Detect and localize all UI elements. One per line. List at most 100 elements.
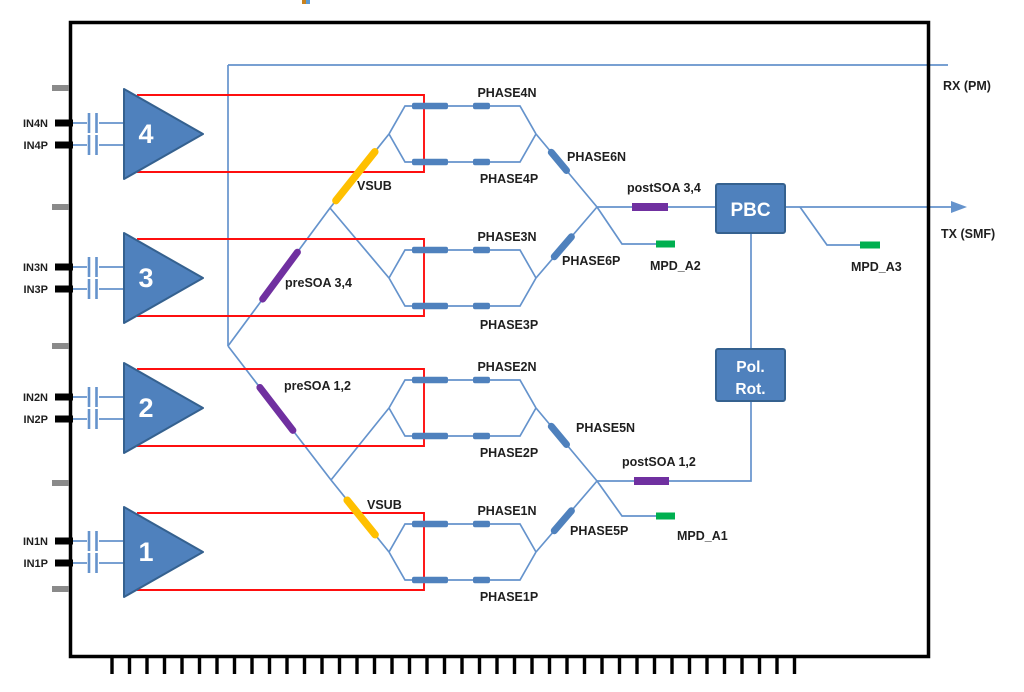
phase2n-label: PHASE2N [477,360,536,374]
in4n-label: IN4N [23,118,48,130]
mzm-1-electrodes [412,520,490,584]
input-traces [73,266,124,290]
pbc-label: PBC [730,200,770,221]
in3p-label: IN3P [24,284,48,296]
mpd-a1-tap-line [596,480,656,517]
electrode [473,102,490,110]
electrode [473,158,490,166]
tx-arrowhead-icon [951,201,967,213]
rf-lines [137,368,425,447]
electrode [412,520,448,528]
in2n-label: IN2N [23,392,48,404]
waveguide-network [227,64,967,553]
electrode [412,246,448,254]
channel-3: IN3N IN3P 3 PHASE3N PHASE3P [23,230,538,332]
driver-4-number: 4 [138,119,153,149]
active-elements [256,148,880,539]
mzm-3-lower-arm [388,277,537,307]
phase6p-shifter [550,233,575,261]
tx-port-label: TX (SMF) [941,227,995,241]
input-traces [73,122,124,146]
rf-lines [137,238,425,317]
ground-pad [52,343,69,349]
pol-rot-label-line2: Rot. [735,381,765,398]
driver-1-triangle [123,506,204,598]
vsub-heater-upper [332,148,379,205]
phase1p-label: PHASE1P [480,590,538,604]
in4p-label: IN4P [24,140,48,152]
pbc-block: PBC [715,183,786,234]
pre-soa-34-label: preSOA 3,4 [285,276,352,290]
pre-soa-12 [256,384,297,434]
pol-rot-block: Pol. Rot. [715,348,786,402]
phase5n-shifter [547,422,570,448]
dc-block-capacitors [87,257,98,299]
rx-port-label: RX (PM) [943,79,991,93]
pre-soa-12-label: preSOA 1,2 [284,379,351,393]
driver-4-triangle [123,88,204,180]
mzm-4-electrodes [412,102,490,166]
vsub-heater-lower [343,496,379,539]
dc-block-capacitors [87,387,98,429]
electrode [412,102,448,110]
mpd-a3-tap-line [799,206,860,246]
mzm-2-electrodes [412,376,490,440]
in3p-pad [55,285,73,293]
electrode [473,376,490,384]
electrode [412,158,448,166]
in2n-pad [55,393,73,401]
electrode [412,302,448,310]
mpd-a2-tap-line [596,206,656,245]
in1p-label: IN1P [24,558,48,570]
input-traces [73,540,124,564]
channel-1: IN1N IN1P 1 PHASE1N PHASE1P [23,504,538,604]
electrode [473,302,490,310]
phase4p-label: PHASE4P [480,172,538,186]
dc-block-capacitors [87,531,98,573]
channel-4: IN4N IN4P 4 PHASE4N PHASE4P [23,86,538,186]
phase1n-label: PHASE1N [477,504,536,518]
rf-lines [137,512,425,591]
phase3p-label: PHASE3P [480,318,538,332]
in3n-pad [55,263,73,271]
dc-block-capacitors [87,113,98,155]
phase2p-label: PHASE2P [480,446,538,460]
electrode [412,576,448,584]
post-soa-12-label: postSOA 1,2 [622,455,696,469]
electrode [473,432,490,440]
pol-rot-box [715,348,786,402]
mpd-a2-label: MPD_A2 [650,259,701,273]
phase6p-label: PHASE6P [562,254,620,268]
channel-2: IN2N IN2P 2 PHASE2N PHASE2P [23,360,538,460]
in2p-label: IN2P [24,414,48,426]
mzm-2-upper-arm [388,379,537,409]
ground-pad [52,586,69,592]
in1n-pad [55,537,73,545]
electrode [412,376,448,384]
bottom-bond-pads [110,656,797,674]
in1p-pad [55,559,73,567]
artifact-blue [306,0,310,4]
vsub-upper-label: VSUB [357,179,392,193]
phase6n-label: PHASE6N [567,150,626,164]
pre-soa-34 [259,248,301,303]
mzm-3-upper-arm [388,249,537,279]
driver-2-number: 2 [138,393,153,423]
phase6n-shifter [547,148,570,174]
post-soa-34-label: postSOA 3,4 [627,181,701,195]
driver-1-number: 1 [138,537,153,567]
in3n-label: IN3N [23,262,48,274]
mpd-a1-label: MPD_A1 [677,529,728,543]
electrode [412,432,448,440]
rf-lines [137,94,425,173]
annotations: RX (PM) TX (SMF) preSOA 3,4 preSOA 1,2 p… [284,79,995,543]
phase3n-label: PHASE3N [477,230,536,244]
in2p-pad [55,415,73,423]
mpd-a3-label: MPD_A3 [851,260,902,274]
in4p-pad [55,141,73,149]
vsub-lower-label: VSUB [367,498,402,512]
artifact-orange [302,0,306,4]
mzm-2-lower-arm [388,407,537,437]
phase5p-shifter [550,507,575,535]
